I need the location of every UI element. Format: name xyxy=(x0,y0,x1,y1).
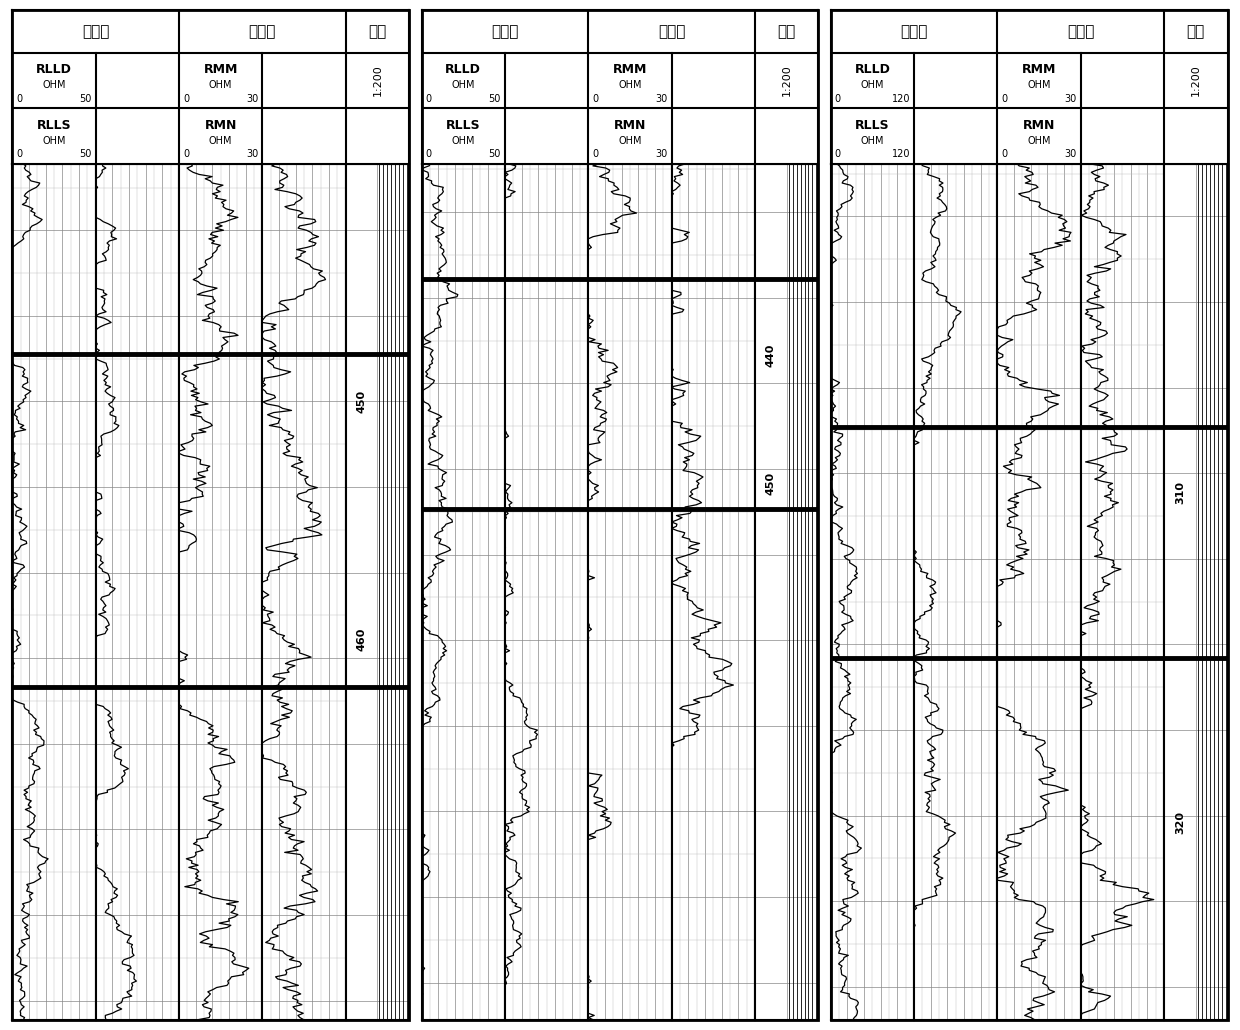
Text: 0: 0 xyxy=(184,94,190,104)
Text: 深度: 深度 xyxy=(368,24,387,39)
Text: 50: 50 xyxy=(489,149,501,159)
Text: 1:200: 1:200 xyxy=(781,65,791,97)
Text: 电阻率: 电阻率 xyxy=(491,24,518,39)
Text: 50: 50 xyxy=(489,94,501,104)
Text: 0: 0 xyxy=(425,149,432,159)
Text: 深度: 深度 xyxy=(777,24,796,39)
Text: 微电极: 微电极 xyxy=(1068,24,1095,39)
Text: OHM: OHM xyxy=(210,80,232,90)
Text: 0: 0 xyxy=(425,94,432,104)
Text: 120: 120 xyxy=(892,94,910,104)
Text: 深度: 深度 xyxy=(1187,24,1205,39)
Text: 320: 320 xyxy=(1176,811,1185,833)
Text: 微电极: 微电极 xyxy=(658,24,686,39)
Text: 1:200: 1:200 xyxy=(1190,65,1200,97)
Text: OHM: OHM xyxy=(861,80,884,90)
Text: 0: 0 xyxy=(593,94,599,104)
Text: 0: 0 xyxy=(835,94,841,104)
Text: RMM: RMM xyxy=(203,63,238,76)
Text: 120: 120 xyxy=(892,149,910,159)
Text: RMN: RMN xyxy=(614,118,646,132)
Text: 30: 30 xyxy=(247,149,258,159)
Text: RLLS: RLLS xyxy=(446,118,481,132)
Text: 450: 450 xyxy=(357,390,367,413)
Text: 310: 310 xyxy=(1176,481,1185,505)
Text: OHM: OHM xyxy=(42,80,66,90)
Text: 30: 30 xyxy=(247,94,258,104)
Text: OHM: OHM xyxy=(1028,80,1050,90)
Text: 30: 30 xyxy=(1065,94,1076,104)
Text: OHM: OHM xyxy=(451,80,475,90)
Text: 50: 50 xyxy=(79,149,92,159)
Text: RLLD: RLLD xyxy=(445,63,481,76)
Text: 0: 0 xyxy=(593,149,599,159)
Text: OHM: OHM xyxy=(861,136,884,145)
Text: 微电极: 微电极 xyxy=(249,24,277,39)
Text: 30: 30 xyxy=(656,94,667,104)
Text: OHM: OHM xyxy=(619,80,641,90)
Text: 30: 30 xyxy=(1065,149,1076,159)
Text: RLLS: RLLS xyxy=(37,118,72,132)
Text: OHM: OHM xyxy=(42,136,66,145)
Text: 0: 0 xyxy=(184,149,190,159)
Text: 460: 460 xyxy=(357,627,367,651)
Text: OHM: OHM xyxy=(1028,136,1050,145)
Text: 450: 450 xyxy=(766,472,776,494)
Text: 0: 0 xyxy=(1002,149,1008,159)
Text: 1:200: 1:200 xyxy=(372,65,382,97)
Text: 50: 50 xyxy=(79,94,92,104)
Text: RMM: RMM xyxy=(1022,63,1056,76)
Text: RMN: RMN xyxy=(1023,118,1055,132)
Text: RMM: RMM xyxy=(613,63,647,76)
Text: OHM: OHM xyxy=(210,136,232,145)
Text: 0: 0 xyxy=(1002,94,1008,104)
Text: 0: 0 xyxy=(835,149,841,159)
Text: 电阻率: 电阻率 xyxy=(82,24,109,39)
Text: RLLS: RLLS xyxy=(856,118,890,132)
Text: RLLD: RLLD xyxy=(854,63,890,76)
Text: 30: 30 xyxy=(656,149,667,159)
Text: 440: 440 xyxy=(766,344,776,367)
Text: 0: 0 xyxy=(16,149,22,159)
Text: RLLD: RLLD xyxy=(36,63,72,76)
Text: OHM: OHM xyxy=(619,136,641,145)
Text: 0: 0 xyxy=(16,94,22,104)
Text: 电阻率: 电阻率 xyxy=(900,24,928,39)
Text: RMN: RMN xyxy=(205,118,237,132)
Text: OHM: OHM xyxy=(451,136,475,145)
